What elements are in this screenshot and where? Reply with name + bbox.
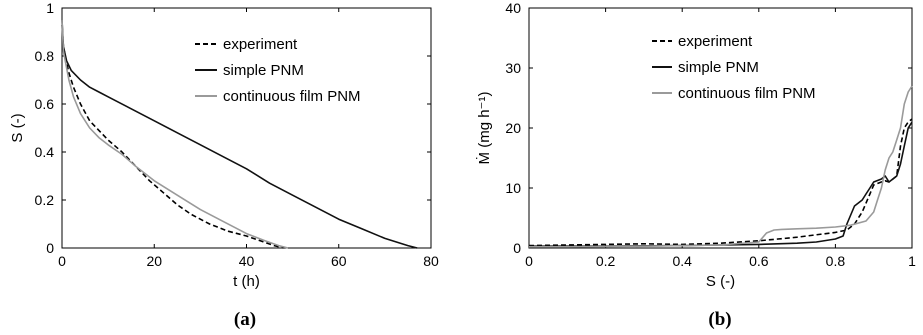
legend-label: simple PNM <box>223 62 304 79</box>
y-axis-label: Ṁ (mg h⁻¹) <box>475 92 493 165</box>
legend-label: experiment <box>223 36 298 53</box>
panel-label: (b) <box>708 309 731 330</box>
x-axis-label: t (h) <box>233 273 260 290</box>
y-tick-label: 0.4 <box>35 144 55 160</box>
x-tick-label: 0.4 <box>672 253 692 269</box>
panel-a: 0 20 40 60 80 0 0.2 0.4 0.6 0.8 1 t (h) S (-) experim… <box>9 0 439 330</box>
y-tick-label: 1 <box>46 0 54 16</box>
y-tick-label: 30 <box>505 60 521 76</box>
legend: experiment simple PNM continuous film PNM <box>652 33 816 102</box>
y-tick-label: 20 <box>505 120 521 136</box>
x-tick-label: 20 <box>146 253 162 269</box>
x-axis-label: S (-) <box>706 273 735 290</box>
panel-label: (a) <box>234 309 256 330</box>
y-tick-label: 10 <box>505 180 521 196</box>
legend-label: continuous film PNM <box>678 85 816 102</box>
series-line-0 <box>528 118 913 247</box>
legend: experiment simple PNM continuous film PNM <box>195 36 361 105</box>
series-line-2 <box>61 19 289 249</box>
y-tick-label: 0 <box>513 240 521 256</box>
y-tick-label: 0.8 <box>35 48 55 64</box>
y-tick-label: 0.2 <box>35 192 55 208</box>
series-line-1 <box>61 19 418 249</box>
x-tick-label: 60 <box>331 253 347 269</box>
x-tick-label: 0.2 <box>596 253 616 269</box>
y-tick-label: 0.6 <box>35 96 55 112</box>
x-tick-label: 40 <box>239 253 255 269</box>
legend-label: simple PNM <box>678 59 759 76</box>
x-tick-label: 0 <box>58 253 66 269</box>
legend-label: experiment <box>678 33 753 50</box>
x-tick-label: 80 <box>423 253 439 269</box>
y-axis-label: S (-) <box>9 113 26 142</box>
x-tick-label: 0.6 <box>749 253 769 269</box>
x-tick-label: 0 <box>525 253 533 269</box>
series-line-1 <box>529 121 913 247</box>
legend-label: continuous film PNM <box>223 88 361 105</box>
series-line-2 <box>529 85 913 248</box>
y-tick-label: 0 <box>46 240 54 256</box>
y-tick-label: 40 <box>505 0 521 16</box>
series-line-0 <box>61 24 284 249</box>
x-tick-label: 1 <box>908 253 916 269</box>
x-tick-label: 0.8 <box>826 253 846 269</box>
